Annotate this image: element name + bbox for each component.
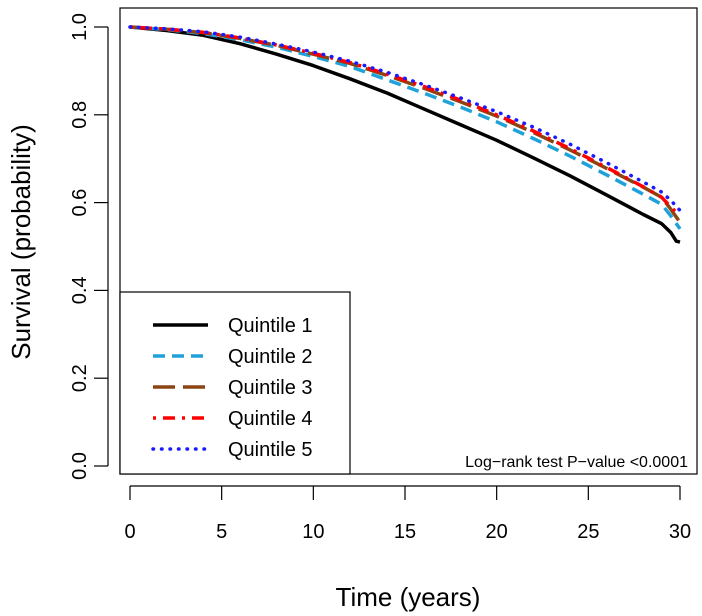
- x-tick-label: 30: [669, 521, 691, 543]
- x-tick-label: 15: [394, 521, 416, 543]
- series-line-quintile-5: [128, 25, 682, 213]
- x-axis: 0 5 10 15 20 25 30: [124, 485, 691, 543]
- x-tick-label: 0: [124, 521, 135, 543]
- legend-box: [119, 291, 351, 475]
- logrank-annotation: Log−rank test P−value <0.0001: [465, 454, 688, 471]
- series-line-quintile-2: [129, 25, 682, 230]
- legend-label: Quintile 1: [228, 315, 313, 337]
- y-tick-label: 0.6: [69, 189, 91, 217]
- plot-frame: [119, 7, 698, 475]
- y-tick-label: 0.0: [69, 452, 91, 480]
- x-axis-label: Time (years): [336, 582, 481, 612]
- series-line-quintile-1: [129, 25, 681, 244]
- series-line-quintile-3: [129, 25, 682, 224]
- x-tick-label: 20: [486, 521, 508, 543]
- y-tick-label: 1.0: [69, 13, 91, 41]
- y-tick-label: 0.2: [69, 364, 91, 392]
- y-tick-label: 0.4: [69, 276, 91, 304]
- legend-label: Quintile 5: [228, 439, 313, 461]
- x-tick-label: 25: [577, 521, 599, 543]
- y-axis: 0.0 0.2 0.4 0.6 0.8 1.0: [69, 13, 109, 480]
- y-tick-label: 0.8: [69, 101, 91, 129]
- legend-label: Quintile 4: [228, 408, 313, 430]
- legend-label: Quintile 3: [228, 377, 313, 399]
- y-axis-label: Survival (probability): [6, 124, 36, 360]
- series-layer: [128, 25, 682, 244]
- x-tick-label: 10: [302, 521, 324, 543]
- legend: Quintile 1 Quintile 2 Quintile 3 Quintile 4…: [119, 291, 351, 475]
- x-tick-label: 5: [216, 521, 227, 543]
- series-line-quintile-4: [129, 25, 682, 218]
- legend-label: Quintile 2: [228, 346, 313, 368]
